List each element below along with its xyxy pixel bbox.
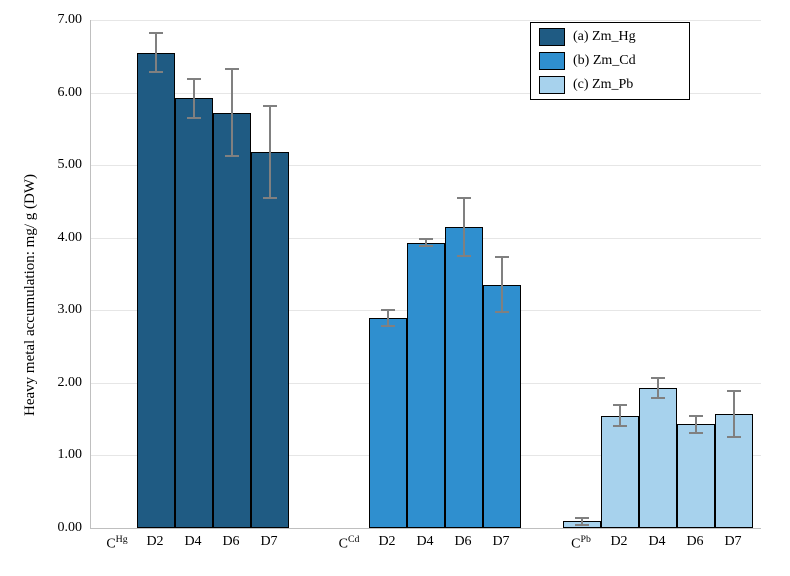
error-bar (619, 405, 621, 427)
error-bar (463, 198, 465, 256)
bar-chart: Heavy metal accumulation: mg/ g (DW) (a)… (0, 0, 790, 576)
bar (483, 285, 521, 528)
x-tick-label: D4 (184, 534, 201, 550)
error-bar (231, 69, 233, 156)
bar (601, 416, 639, 528)
y-tick-label: 7.00 (42, 12, 82, 28)
x-tick-label: D6 (454, 534, 471, 550)
error-bar-cap (263, 105, 277, 107)
y-tick-label: 4.00 (42, 230, 82, 246)
error-bar-cap (613, 425, 627, 427)
error-bar-cap (727, 436, 741, 438)
error-bar (501, 257, 503, 312)
error-bar-cap (381, 325, 395, 327)
legend: (a) Zm_Hg (b) Zm_Cd (c) Zm_Pb (530, 22, 690, 100)
y-tick-label: 3.00 (42, 302, 82, 318)
legend-item: (a) Zm_Hg (539, 28, 681, 46)
y-tick-label: 0.00 (42, 520, 82, 536)
error-bar-cap (575, 524, 589, 526)
error-bar (733, 391, 735, 437)
error-bar-cap (727, 390, 741, 392)
y-tick-label: 5.00 (42, 157, 82, 173)
legend-label: (c) Zm_Pb (573, 77, 633, 93)
error-bar (193, 79, 195, 118)
bar (251, 152, 289, 528)
error-bar-cap (263, 197, 277, 199)
error-bar-cap (419, 245, 433, 247)
legend-swatch (539, 28, 565, 46)
error-bar-cap (457, 255, 471, 257)
bar (175, 98, 213, 528)
legend-swatch (539, 52, 565, 70)
error-bar (269, 106, 271, 197)
error-bar-cap (149, 71, 163, 73)
x-tick-label: CHg (106, 534, 127, 553)
x-tick-label: CPb (571, 534, 591, 553)
y-tick-label: 6.00 (42, 85, 82, 101)
gridline (91, 20, 761, 21)
error-bar-cap (187, 117, 201, 119)
error-bar-cap (613, 404, 627, 406)
bar (407, 243, 445, 528)
x-tick-label: D4 (648, 534, 665, 550)
error-bar-cap (149, 32, 163, 34)
x-tick-label: D2 (146, 534, 163, 550)
bar (369, 318, 407, 528)
legend-label: (a) Zm_Hg (573, 29, 636, 45)
bar (137, 53, 175, 528)
x-tick-label: CCd (339, 534, 360, 553)
error-bar (695, 416, 697, 433)
error-bar-cap (651, 397, 665, 399)
legend-item: (c) Zm_Pb (539, 76, 681, 94)
y-tick-label: 1.00 (42, 447, 82, 463)
error-bar-cap (495, 256, 509, 258)
error-bar-cap (689, 415, 703, 417)
error-bar-cap (225, 68, 239, 70)
x-tick-label: D7 (724, 534, 741, 550)
x-tick-label: D2 (378, 534, 395, 550)
error-bar (155, 33, 157, 72)
error-bar-cap (651, 377, 665, 379)
error-bar-cap (419, 238, 433, 240)
x-tick-label: D7 (260, 534, 277, 550)
y-axis-label: Heavy metal accumulation: mg/ g (DW) (22, 174, 39, 416)
x-tick-label: D2 (610, 534, 627, 550)
error-bar-cap (187, 78, 201, 80)
error-bar-cap (225, 155, 239, 157)
legend-label: (b) Zm_Cd (573, 53, 636, 69)
x-tick-label: D7 (492, 534, 509, 550)
legend-item: (b) Zm_Cd (539, 52, 681, 70)
error-bar (657, 378, 659, 398)
error-bar-cap (575, 517, 589, 519)
x-tick-label: D4 (416, 534, 433, 550)
error-bar (387, 310, 389, 326)
bar (677, 424, 715, 528)
error-bar-cap (689, 432, 703, 434)
error-bar-cap (381, 309, 395, 311)
x-tick-label: D6 (686, 534, 703, 550)
error-bar-cap (495, 311, 509, 313)
x-tick-label: D6 (222, 534, 239, 550)
legend-swatch (539, 76, 565, 94)
bar (639, 388, 677, 528)
y-tick-label: 2.00 (42, 375, 82, 391)
bar (445, 227, 483, 528)
error-bar-cap (457, 197, 471, 199)
bar (213, 113, 251, 528)
